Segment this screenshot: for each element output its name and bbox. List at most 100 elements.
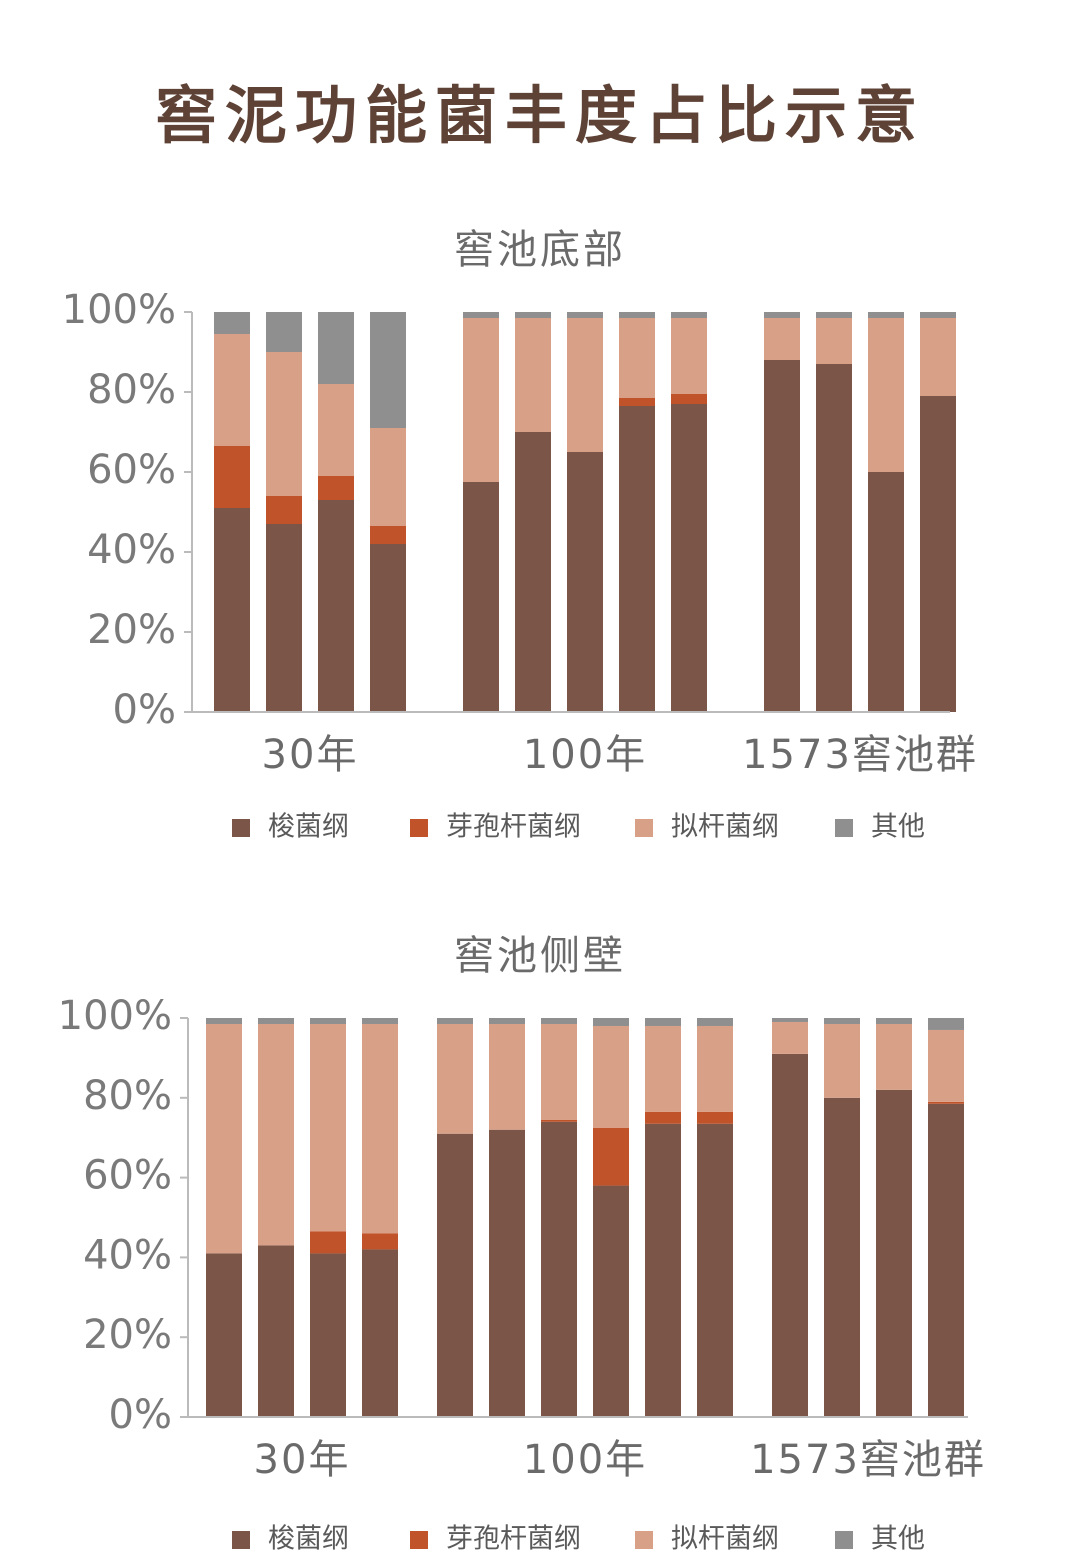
bar-segment — [515, 318, 551, 432]
bar-segment — [362, 1018, 398, 1024]
bar-segment — [437, 1018, 473, 1024]
bar-segment — [920, 312, 956, 318]
y-tick-label: 100% — [58, 993, 172, 1039]
bar-segment — [816, 312, 852, 318]
bar-segment — [671, 318, 707, 394]
bar-segment — [876, 1018, 912, 1024]
bar-segment — [868, 472, 904, 712]
bar-segment — [593, 1025, 629, 1128]
bar-segment — [567, 452, 603, 712]
bar-segment — [697, 1025, 733, 1112]
x-group-label: 100年 — [523, 1437, 647, 1483]
bar-segment — [362, 1023, 398, 1234]
bar-segment — [645, 1123, 681, 1417]
bar-segment — [928, 1029, 964, 1102]
bar-segment — [489, 1018, 525, 1024]
y-tick-label: 40% — [87, 527, 176, 573]
y-tick-label: 80% — [83, 1073, 172, 1119]
bar-segment — [206, 1253, 242, 1417]
bar-segment — [437, 1133, 473, 1417]
bar-segment — [370, 428, 406, 526]
bar-segment — [928, 1103, 964, 1417]
bar-segment — [593, 1127, 629, 1186]
bar-segment — [318, 476, 354, 500]
y-tick-label: 20% — [87, 607, 176, 653]
bar-segment — [772, 1053, 808, 1417]
y-tick-label: 60% — [87, 447, 176, 493]
legend-label: 梭菌纲 — [268, 812, 349, 843]
bar-segment — [214, 508, 250, 712]
bar-segment — [258, 1018, 294, 1024]
bar-segment — [214, 334, 250, 446]
x-group-label: 30年 — [262, 732, 359, 778]
bar-segment — [370, 526, 406, 544]
bar-segment — [567, 312, 603, 318]
bar-segment — [671, 394, 707, 404]
legend-swatch — [232, 819, 250, 837]
bar-segment — [214, 312, 250, 334]
bar-segment — [310, 1253, 346, 1417]
bar-segment — [697, 1123, 733, 1417]
bar-segment — [697, 1018, 733, 1026]
bar-segment — [868, 318, 904, 472]
legend-label: 芽孢杆菌纲 — [446, 812, 581, 843]
bar-segment — [318, 312, 354, 384]
bar-segment — [619, 312, 655, 318]
bar-segment — [362, 1233, 398, 1250]
bar-segment — [318, 384, 354, 476]
y-tick-label: 80% — [87, 367, 176, 413]
bar-segment — [876, 1023, 912, 1090]
bar-segment — [920, 318, 956, 396]
bar-segment — [876, 1089, 912, 1417]
bar-segment — [463, 482, 499, 712]
x-group-label: 1573窖池群 — [750, 1437, 986, 1483]
bar-segment — [362, 1249, 398, 1417]
bar-segment — [266, 524, 302, 712]
bar-segment — [206, 1023, 242, 1254]
bar-segment — [463, 318, 499, 482]
legend-swatch — [232, 1531, 250, 1549]
bar-segment — [619, 406, 655, 712]
bar-segment — [824, 1097, 860, 1417]
legend-label: 其他 — [871, 812, 925, 843]
legend-label: 拟杆菌纲 — [671, 1524, 779, 1555]
bar-segment — [266, 352, 302, 496]
bar-segment — [645, 1025, 681, 1112]
bar-segment — [541, 1023, 577, 1120]
bar-segment — [764, 318, 800, 360]
legend-label: 梭菌纲 — [268, 1524, 349, 1555]
bar-segment — [697, 1111, 733, 1124]
legend-swatch — [835, 1531, 853, 1549]
bar-segment — [266, 496, 302, 524]
legend-swatch — [635, 1531, 653, 1549]
bar-segment — [645, 1111, 681, 1124]
bar-segment — [541, 1121, 577, 1417]
bar-segment — [515, 432, 551, 712]
bar-segment — [541, 1119, 577, 1122]
bar-segment — [214, 446, 250, 508]
bar-segment — [772, 1018, 808, 1022]
bar-segment — [671, 404, 707, 712]
bar-segment — [920, 396, 956, 712]
bar-segment — [258, 1245, 294, 1417]
bar-segment — [645, 1018, 681, 1026]
bar-segment — [206, 1018, 242, 1024]
bar-segment — [764, 312, 800, 318]
legend-label: 拟杆菌纲 — [671, 812, 779, 843]
bar-segment — [370, 312, 406, 428]
x-group-label: 30年 — [254, 1437, 351, 1483]
bar-segment — [764, 360, 800, 712]
bar-segment — [310, 1231, 346, 1254]
y-tick-label: 40% — [83, 1232, 172, 1278]
bar-segment — [318, 500, 354, 712]
chart-title: 窖池侧壁 — [454, 933, 626, 979]
legend-label: 其他 — [871, 1524, 925, 1555]
bar-segment — [928, 1101, 964, 1104]
y-tick-label: 0% — [113, 687, 176, 733]
bar-segment — [816, 364, 852, 712]
legend-swatch — [410, 819, 428, 837]
bar-segment — [567, 318, 603, 452]
bar-segment — [816, 318, 852, 364]
bar-segment — [824, 1018, 860, 1024]
